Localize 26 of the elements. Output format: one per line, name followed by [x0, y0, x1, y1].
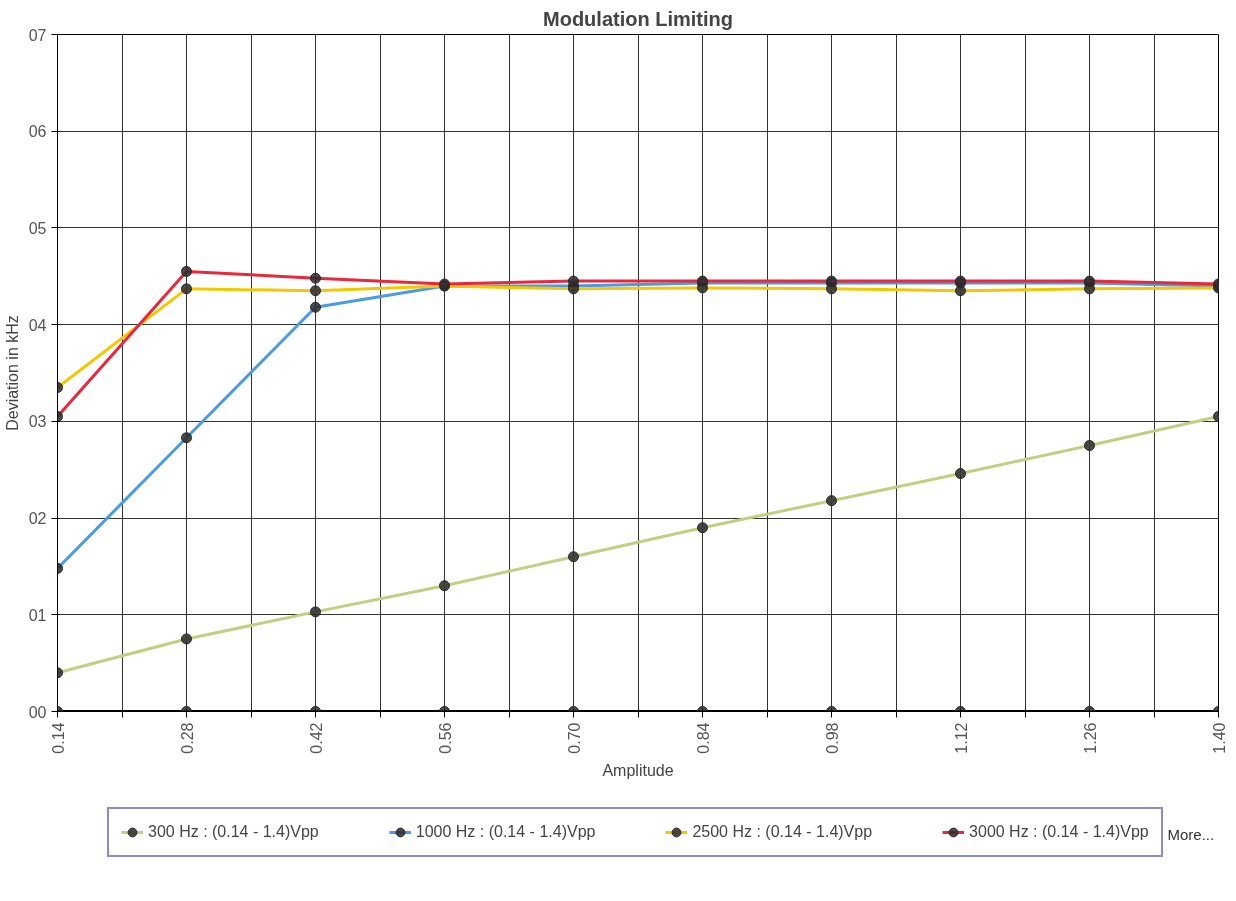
y-tick-label: 02 [28, 510, 47, 528]
x-tick-label: 0.70 [565, 722, 583, 754]
y-tick-label: 05 [28, 219, 47, 237]
x-tick-label: 0.14 [49, 722, 67, 754]
legend-label: 3000 Hz : (0.14 - 1.4)Vpp [969, 823, 1149, 841]
y-tick-label: 01 [28, 606, 47, 624]
legend-label: 1000 Hz : (0.14 - 1.4)Vpp [415, 823, 596, 841]
x-tick-label: 1.26 [1081, 722, 1099, 754]
x-tick-label: 0.84 [694, 722, 712, 754]
legend-label: 2500 Hz : (0.14 - 1.4)Vpp [692, 823, 873, 841]
legend-label: 300 Hz : (0.14 - 1.4)Vpp [148, 823, 319, 841]
chart-title: Modulation Limiting [543, 7, 733, 30]
y-tick-label: 03 [28, 413, 47, 431]
x-tick-label: 0.28 [178, 722, 196, 754]
x-axis-title: Amplitude [602, 761, 674, 779]
text: More... [1167, 825, 1215, 843]
x-tick-label: 0.42 [307, 722, 325, 754]
y-axis-title: Deviation in kHz [3, 315, 21, 431]
x-tick-label: 1.12 [952, 722, 970, 754]
x-tick-label: 0.56 [436, 722, 454, 754]
x-tick-label: 1.40 [1210, 722, 1228, 754]
y-tick-label: 00 [28, 703, 47, 721]
x-tick-label: 0.98 [823, 722, 841, 754]
y-tick-label: 07 [28, 26, 47, 44]
y-tick-label: 04 [28, 316, 47, 334]
y-tick-label: 06 [28, 123, 47, 141]
